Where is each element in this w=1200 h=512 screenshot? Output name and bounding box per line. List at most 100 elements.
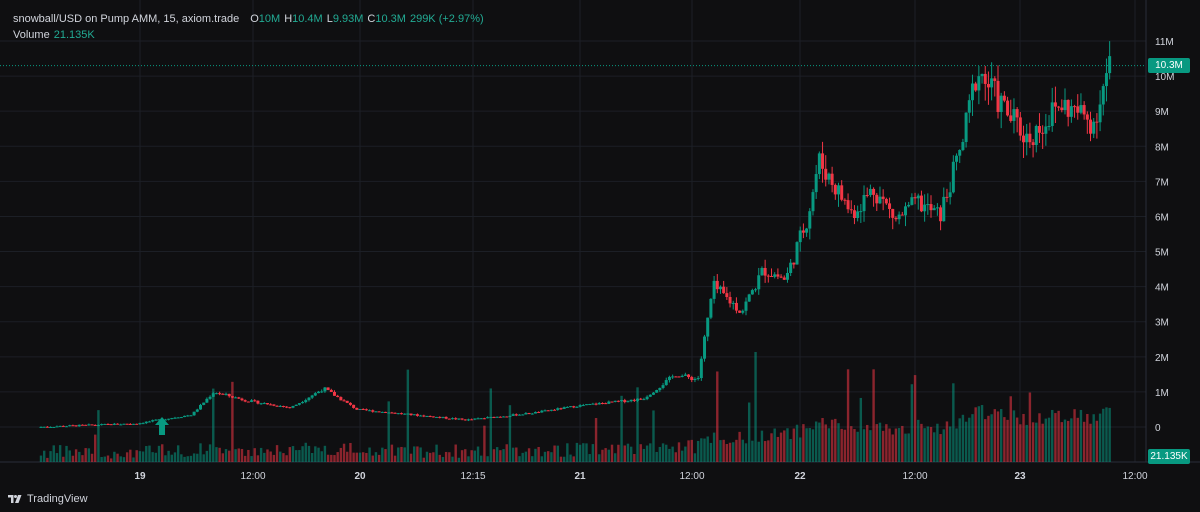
volume-bar [157,445,161,462]
price-scale[interactable]: 11M 10M 9M 8M 7M 6M 5M 4M 3M 2M 1M 0 [1155,37,1174,434]
candle-down [1009,115,1013,121]
candle-up [607,401,611,404]
candle-down [594,403,598,405]
candle-down [90,424,94,426]
candle-up [100,424,104,426]
candle-up [942,196,946,222]
candle-up [808,211,812,229]
volume-bar [304,442,307,462]
candle-down [237,397,241,399]
candle-down [1095,121,1099,123]
candle-up [744,301,748,311]
candle-down [482,418,486,420]
candle-up [856,211,860,219]
candle-up [138,423,142,425]
candle-up [907,204,911,207]
symbol-title[interactable]: snowball/USD on Pump AMM, 15, axiom.trad… [13,13,240,25]
candle-up [419,415,423,417]
volume-bar [457,457,461,462]
volume-bar [231,381,234,462]
time-scale[interactable]: 19 12:00 20 12:15 21 12:00 22 12:00 23 12:00 [134,471,1148,482]
candle-down [428,415,432,417]
candle-down [776,274,780,277]
candle-down [632,399,636,401]
volume-bar [511,447,515,462]
volume-bar [862,429,866,462]
candle-down [894,217,898,220]
time-scale-label: 23 [1014,471,1026,482]
candle-up [211,393,215,397]
volume-bar [141,451,145,462]
candle-up [52,426,56,428]
candle-up [39,426,43,428]
volume-bar [339,447,343,462]
volume-bar [428,452,432,462]
candle-up [629,399,633,402]
volume-bar [483,425,486,462]
volume-bar [728,442,732,462]
candle-up [179,417,183,419]
candle-down [1085,114,1089,120]
candle-up [1092,121,1096,134]
candle-up [320,391,324,393]
candle-up [754,289,758,291]
candle-up [451,418,455,420]
candle-down [332,391,336,396]
volume-bar [228,450,231,462]
volume-bar [189,455,193,462]
volume-bar [1012,410,1016,462]
volume-bar [929,426,933,462]
volume-bar [955,428,958,462]
volume-bar [534,448,537,462]
candle-up [524,413,528,415]
candle-up [543,410,547,412]
volume-bar [722,439,725,462]
candle-down [243,400,247,402]
candle-up [186,415,190,417]
candle-up [948,192,952,198]
candle-up [661,385,665,388]
candle-down [1018,117,1022,136]
volume-tag: 21.135K [1148,449,1190,464]
candle-up [1098,104,1102,123]
volume-bar [1082,421,1086,462]
candle-down [1073,106,1077,108]
volume-bar [783,430,786,462]
volume-bar [279,451,282,462]
volume-bar [980,405,984,462]
price-scale-label: 8M [1155,142,1169,153]
candle-down [1082,105,1086,115]
candle-down [106,423,110,425]
candle-up [323,387,327,392]
price-scale-label: 6M [1155,212,1169,223]
candle-down [801,230,805,233]
tradingview-brand[interactable]: TradingView [8,493,88,505]
volume-bar [757,441,760,462]
candle-up [916,195,920,199]
volume-bar [582,443,585,462]
candle-up [578,405,582,407]
volume-bar [556,445,559,462]
candle-up [620,400,624,402]
volume-bar [1038,413,1041,462]
volume-bar [623,445,626,462]
candle-up [358,409,362,411]
volume-label[interactable]: Volume [13,29,50,41]
volume-bar [684,446,687,462]
candle-up [234,397,238,399]
candle-up [486,417,490,419]
volume-bar [999,409,1003,462]
volume-bar [821,418,824,462]
volume-bar [668,448,671,462]
volume-bar [550,452,553,462]
volume-bar [215,447,218,462]
candle-up [926,204,930,206]
volume-bar [569,454,572,462]
candle-up [297,403,301,405]
volume-bar [1063,419,1067,462]
candle-up [1079,105,1083,113]
volume-bar [435,444,438,462]
candle-down [852,210,856,219]
